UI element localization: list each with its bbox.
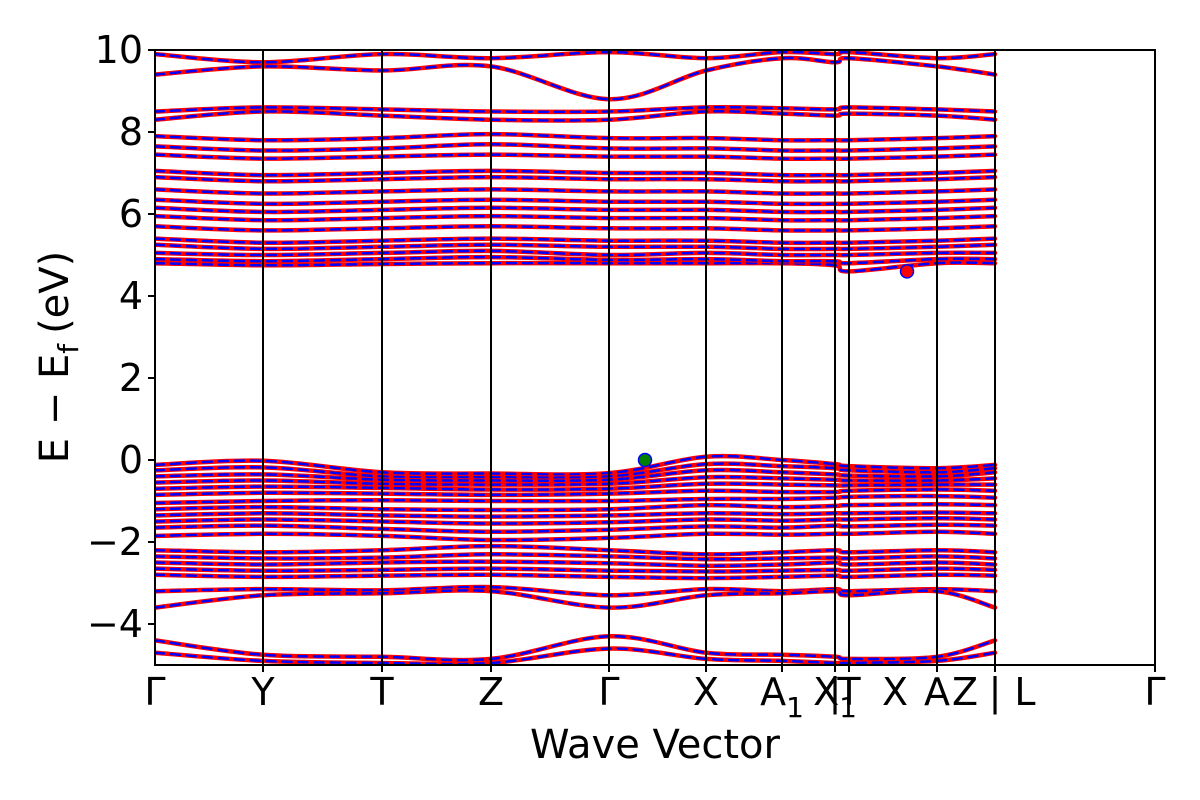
band-line-blue: [155, 153, 997, 161]
band-line-blue: [155, 175, 997, 183]
x-axis-label: Wave Vector: [530, 722, 781, 768]
band-line-blue: [155, 511, 997, 518]
band-line-blue: [155, 523, 997, 534]
vbm-marker: [637, 452, 653, 468]
band-line-blue: [155, 647, 997, 665]
band-line-blue: [155, 503, 997, 512]
band-line-blue: [155, 188, 997, 195]
x-tick-label: L: [1014, 670, 1035, 714]
band-line-blue: [155, 261, 997, 273]
y-tick-label: 10: [95, 28, 143, 72]
y-tick-label: −2: [87, 520, 143, 564]
x-tick-label: X: [693, 670, 719, 714]
band-line-blue: [155, 494, 997, 505]
y-axis-ticks: −4 −2 0 2 4 6 8 10: [87, 28, 155, 646]
y-tick-label: 4: [119, 274, 143, 318]
band-line-blue: [155, 225, 997, 232]
band-line-blue: [155, 530, 997, 542]
x-tick-label: Γ: [1144, 670, 1165, 714]
x-tick-label: |: [829, 670, 842, 715]
band-line-blue: [155, 635, 997, 662]
y-tick-label: 6: [119, 192, 143, 236]
band-line-blue: [155, 110, 997, 122]
band-line-blue: [155, 553, 997, 561]
band-line-blue: [155, 544, 997, 556]
y-tick-label: 8: [119, 110, 143, 154]
y-axis-label-unit: (eV): [32, 251, 78, 334]
y-tick-label: 2: [119, 356, 143, 400]
band-line-blue: [155, 573, 997, 580]
band-line-blue: [155, 482, 997, 491]
y-tick-label: −4: [87, 602, 143, 646]
band-line-blue: [155, 462, 997, 479]
y-axis-label-subscript: f: [52, 343, 85, 354]
band-line-blue: [155, 50, 997, 64]
band-line-blue: [155, 475, 997, 486]
x-tick-label: T: [369, 670, 394, 714]
plot-frame: [154, 49, 1156, 666]
band-line-blue: [155, 454, 997, 476]
high-symmetry-lines: [262, 50, 1156, 665]
band-line-blue: [155, 106, 997, 114]
band-line-blue: [155, 143, 997, 152]
x-axis-ticks: Γ Y T Z Γ X A1 X1|T X A Z | L Γ: [144, 665, 1166, 724]
cbm-marker: [899, 264, 915, 279]
band-line-blue: [155, 468, 997, 482]
x-tick-label: Z: [478, 670, 504, 714]
x-tick-label: Y: [250, 670, 275, 714]
band-line-blue: [155, 169, 997, 177]
band-line-blue: [155, 585, 997, 597]
band-line-blue: [155, 198, 997, 206]
band-line-blue: [155, 488, 997, 497]
band-line-blue: [155, 243, 997, 251]
band-line-blue: [155, 567, 997, 573]
y-tick-label: 0: [119, 438, 143, 482]
band-line-blue: [155, 132, 997, 142]
x-tick-label: Γ: [144, 670, 165, 714]
band-line-blue: [155, 249, 997, 257]
band-line-blue: [155, 255, 997, 265]
x-tick-subscript: 1: [786, 691, 804, 724]
y-axis-label-main: E − E: [32, 354, 78, 464]
x-tick-label: |: [989, 670, 1002, 715]
band-line-blue: [155, 516, 997, 525]
x-tick-label: Γ: [598, 670, 619, 714]
x-tick-label: A: [924, 670, 950, 714]
x-tick-label: X: [882, 670, 908, 714]
plot-area: [155, 50, 998, 665]
band-line-blue: [155, 56, 997, 101]
band-line-blue: [155, 206, 997, 214]
band-line-blue: [155, 560, 997, 568]
x-tick-subscript: 1: [839, 691, 857, 724]
x-tick-label: Z: [952, 670, 978, 714]
y-axis-label: E − Ef (eV): [32, 251, 85, 464]
band-line-blue: [155, 214, 997, 222]
x-tick-label: T: [836, 670, 861, 714]
band-line-blue: [155, 237, 997, 245]
band-line-blue: [155, 589, 997, 609]
